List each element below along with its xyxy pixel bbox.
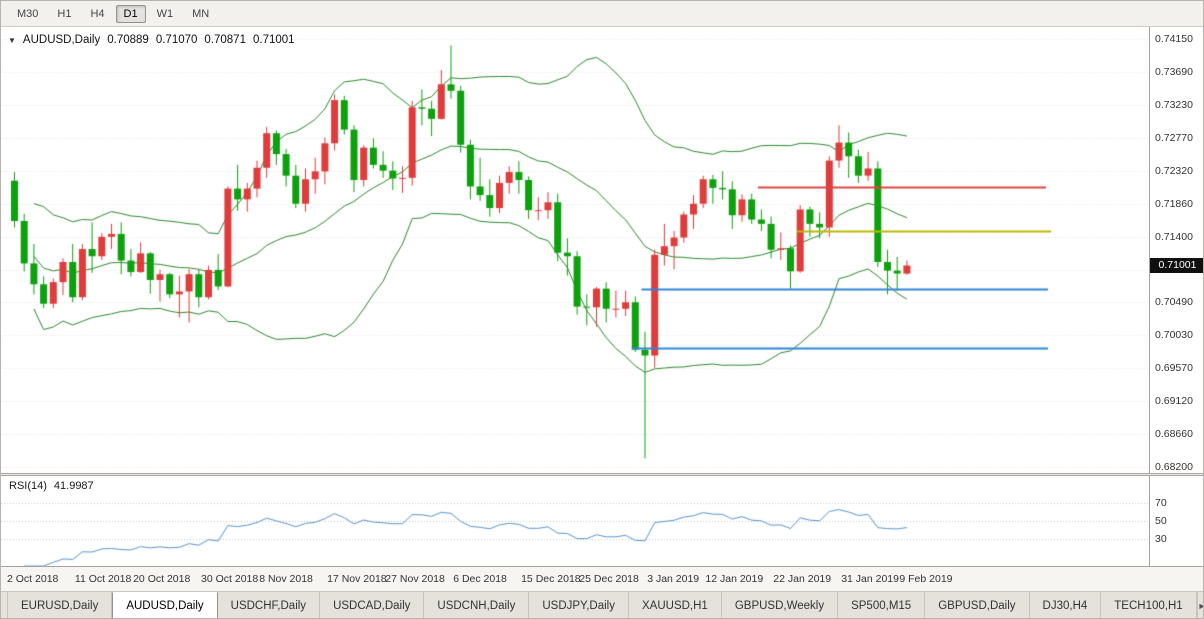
pane-splitter[interactable] bbox=[1, 473, 1203, 476]
timeframe-button-m30[interactable]: M30 bbox=[17, 7, 39, 20]
time-axis-label: 27 Nov 2018 bbox=[385, 573, 445, 585]
chart-title-symbol: AUDUSD,Daily bbox=[22, 34, 101, 46]
chart-tabs: EURUSD,Daily AUDUSD,Daily USDCHF,Daily USDC… bbox=[1, 592, 1203, 618]
tab-eurusd-daily[interactable]: EURUSD,Daily bbox=[7, 592, 113, 618]
tab-sp500-m15[interactable]: SP500,M15 bbox=[838, 592, 926, 618]
time-axis[interactable]: 2 Oct 2018 11 Oct 2018 20 Oct 2018 30 Oct 2… bbox=[1, 566, 1203, 592]
rsi-axis-label: 30 bbox=[1155, 533, 1167, 545]
tab-usdcad-daily[interactable]: USDCAD,Daily bbox=[320, 592, 425, 618]
rsi-axis-label: 70 bbox=[1155, 497, 1167, 509]
time-axis-label: 20 Oct 2018 bbox=[133, 573, 191, 585]
rsi-value: 41.9987 bbox=[53, 480, 94, 492]
chart-title-open: 0.70889 bbox=[107, 34, 149, 46]
time-axis-label: 17 Nov 2018 bbox=[327, 573, 387, 585]
rsi-axis-label: 50 bbox=[1155, 515, 1167, 527]
tab-gbpusd-daily[interactable]: GBPUSD,Daily bbox=[925, 592, 1030, 618]
timeframe-button-mn[interactable]: MN bbox=[192, 7, 210, 20]
timeframe-toolbar: M30 H1 H4 D1 W1 MN bbox=[1, 1, 1203, 27]
chart-marker-icon: ▼ bbox=[8, 35, 16, 45]
time-axis-label: 3 Jan 2019 bbox=[647, 573, 700, 585]
rsi-indicator-label: RSI(14) 41.9987 bbox=[9, 480, 94, 492]
tab-audusd-daily[interactable]: AUDUSD,Daily bbox=[112, 592, 218, 618]
timeframe-button-w1[interactable]: W1 bbox=[156, 7, 174, 20]
price-axis-label: 0.70490 bbox=[1155, 296, 1193, 309]
time-axis-label: 9 Feb 2019 bbox=[899, 573, 953, 585]
price-axis-label: 0.69570 bbox=[1155, 362, 1193, 375]
price-axis-label: 0.71860 bbox=[1155, 197, 1193, 210]
price-axis-label: 0.72770 bbox=[1155, 132, 1193, 145]
price-axis-label: 0.68660 bbox=[1155, 427, 1193, 440]
timeframe-button-h1[interactable]: H1 bbox=[57, 7, 72, 20]
time-axis-label: 12 Jan 2019 bbox=[705, 573, 764, 585]
tab-scroll-right-button[interactable]: ► bbox=[1196, 592, 1203, 618]
chart-title-low: 0.70871 bbox=[204, 34, 246, 46]
time-axis-label: 6 Dec 2018 bbox=[453, 573, 507, 585]
rsi-axis[interactable]: 70 50 30 bbox=[1149, 476, 1203, 566]
tab-tech100-h1[interactable]: TECH100,H1 bbox=[1101, 592, 1197, 618]
chart-title: ▼ AUDUSD,Daily 0.70889 0.71070 0.70871 0… bbox=[8, 34, 295, 46]
time-axis-label: 15 Dec 2018 bbox=[521, 573, 581, 585]
time-axis-label: 2 Oct 2018 bbox=[7, 573, 59, 585]
price-axis-label: 0.68200 bbox=[1155, 461, 1193, 473]
tab-gbpusd-weekly[interactable]: GBPUSD,Weekly bbox=[722, 592, 839, 618]
time-axis-label: 22 Jan 2019 bbox=[773, 573, 832, 585]
tab-usdchf-daily[interactable]: USDCHF,Daily bbox=[218, 592, 321, 618]
tab-dj30-h4[interactable]: DJ30,H4 bbox=[1030, 592, 1102, 618]
timeframe-button-d1[interactable]: D1 bbox=[115, 4, 146, 23]
time-axis-label: 30 Oct 2018 bbox=[201, 573, 259, 585]
tab-usdcnh-daily[interactable]: USDCNH,Daily bbox=[424, 592, 530, 618]
chart-window: ▼ AUDUSD,Daily 0.70889 0.71070 0.70871 0… bbox=[1, 27, 1203, 566]
chart-title-close: 0.71001 bbox=[252, 34, 295, 46]
time-axis-label: 11 Oct 2018 bbox=[74, 573, 132, 585]
timeframe-button-h4[interactable]: H4 bbox=[90, 7, 105, 20]
time-axis-label: 31 Jan 2019 bbox=[841, 573, 899, 585]
rsi-chart-canvas[interactable] bbox=[1, 476, 1149, 566]
time-axis-label: 8 Nov 2018 bbox=[259, 573, 313, 585]
price-axis-label: 0.69120 bbox=[1155, 394, 1193, 407]
price-axis-label: 0.71400 bbox=[1155, 230, 1193, 243]
price-axis-label: 0.74150 bbox=[1155, 33, 1193, 45]
price-axis-label: 0.73230 bbox=[1155, 99, 1193, 112]
chart-title-high: 0.71070 bbox=[155, 34, 198, 46]
price-chart-canvas[interactable] bbox=[1, 27, 1149, 473]
rsi-name: RSI(14) bbox=[9, 480, 47, 492]
time-axis-label: 25 Dec 2018 bbox=[579, 573, 639, 585]
price-axis-label: 0.70030 bbox=[1155, 329, 1193, 342]
current-price-badge: 0.71001 bbox=[1150, 258, 1203, 274]
price-axis[interactable]: 0.74150 0.73690 0.73230 0.72770 0.72320 0.718… bbox=[1149, 27, 1203, 473]
price-axis-label: 0.72320 bbox=[1155, 164, 1193, 177]
price-axis-label: 0.73690 bbox=[1155, 66, 1193, 79]
tab-usdjpy-daily[interactable]: USDJPY,Daily bbox=[529, 592, 629, 618]
tab-xauusd-h1[interactable]: XAUUSD,H1 bbox=[629, 592, 722, 618]
